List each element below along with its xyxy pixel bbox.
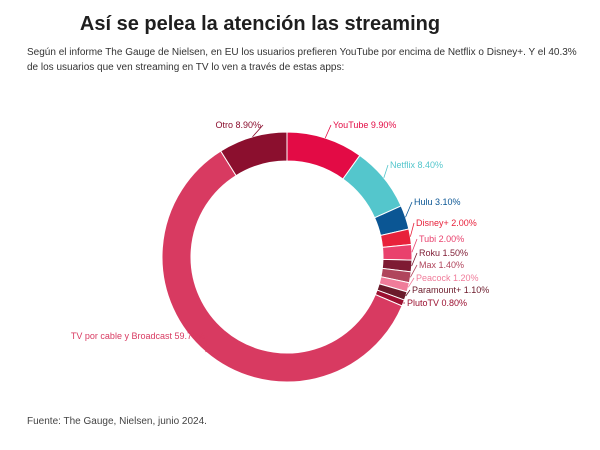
slice-tubi [381,243,413,261]
label-hulu: Hulu 3.10% [414,197,461,207]
label-youtube: YouTube 9.90% [333,120,396,130]
leader-disney [409,222,415,237]
source-note: Fuente: The Gauge, Nielsen, junio 2024. [27,416,207,427]
leader-tv-por-cable-y-broadcast [205,335,208,353]
label-plutotv: PlutoTV 0.80% [407,298,467,308]
leader-hulu [405,201,413,218]
leader-otro [252,124,264,138]
label-peacock: Peacock 1.20% [416,273,479,283]
leader-tubi [411,238,418,253]
slice-tv-por-cable-y-broadcast [161,150,403,383]
leader-youtube [324,124,332,139]
label-roku: Roku 1.50% [419,248,468,258]
slice-labels: YouTube 9.90% Netflix 8.40% Hulu 3.10% Disn… [71,120,489,341]
slice-otro [219,131,288,177]
label-max: Max 1.40% [419,260,464,270]
label-tv-por-cable-y-broadcast: TV por cable y Broadcast 59.70% [71,331,205,341]
leader-max [409,264,418,278]
label-tubi: Tubi 2.00% [419,234,464,244]
label-leader-lines [205,124,418,353]
leader-peacock [407,277,415,288]
donut-slices [161,131,413,383]
chart-title: Así se pelea la atención las streaming [79,13,441,35]
leader-netflix [383,164,389,179]
label-paramount: Paramount+ 1.10% [412,285,489,295]
label-otro: Otro 8.90% [215,120,261,130]
leader-roku [411,252,418,267]
label-disney: Disney+ 2.00% [416,218,477,228]
leader-paramount [405,289,411,297]
label-netflix: Netflix 8.40% [390,160,443,170]
chart-subtitle: Según el informe The Gauge de Nielsen, e… [27,47,577,73]
